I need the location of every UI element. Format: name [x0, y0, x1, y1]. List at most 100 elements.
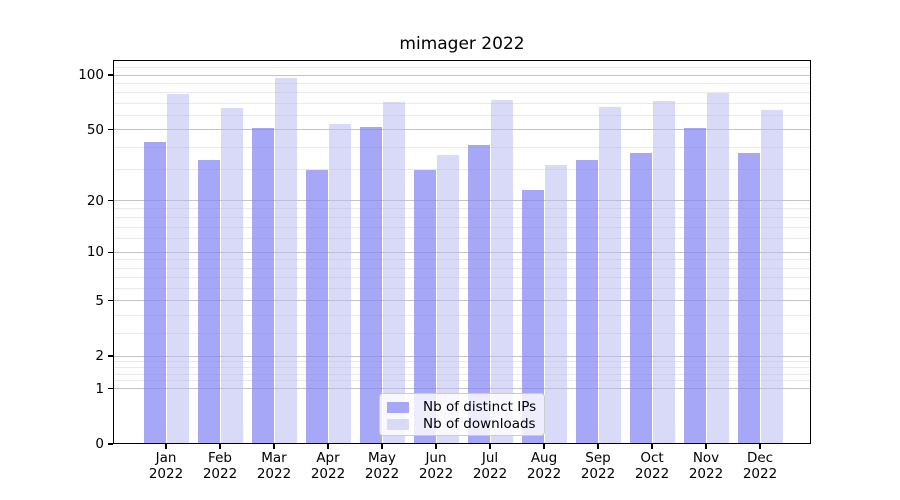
legend-swatch — [387, 418, 409, 430]
gridline-minor — [113, 114, 811, 116]
gridline-minor — [113, 277, 811, 279]
gridline-minor — [113, 208, 811, 210]
bar — [737, 153, 760, 444]
bar — [413, 169, 436, 444]
gridline-major — [113, 300, 811, 302]
legend-label: Nb of distinct IPs — [423, 399, 537, 415]
gridline-major — [113, 388, 811, 390]
x-tick — [381, 444, 383, 449]
x-tick-label: May 2022 — [350, 450, 414, 482]
gridline-minor — [113, 227, 811, 229]
x-tick-month: Feb — [208, 450, 232, 466]
x-tick-label: Oct 2022 — [620, 450, 684, 482]
bar — [598, 106, 621, 444]
bar — [166, 93, 189, 444]
legend-item: Nb of downloads — [387, 416, 544, 432]
x-tick — [543, 444, 545, 449]
gridline-minor — [113, 92, 811, 94]
y-tick — [108, 387, 113, 390]
y-tick-label: 10 — [86, 244, 104, 261]
y-tick — [108, 74, 113, 76]
chart-title: mimager 2022 — [399, 34, 525, 54]
bar — [328, 123, 351, 444]
bar — [544, 164, 567, 444]
legend-label: Nb of downloads — [423, 416, 536, 432]
x-tick-label: Apr 2022 — [296, 450, 360, 482]
y-tick-label: 1 — [95, 380, 104, 397]
bar — [143, 141, 166, 444]
legend-item: Nb of distinct IPs — [387, 399, 544, 415]
x-tick-month: Jun — [425, 450, 447, 466]
x-tick-year: 2022 — [202, 466, 238, 482]
bar — [305, 169, 328, 444]
x-tick — [327, 444, 329, 449]
x-tick-year: 2022 — [634, 466, 670, 482]
x-tick-label: Sep 2022 — [566, 450, 630, 482]
plot-area — [113, 60, 811, 444]
x-tick-year: 2022 — [688, 466, 724, 482]
bar — [683, 128, 706, 444]
x-tick-month: Apr — [316, 450, 340, 466]
bar — [197, 159, 220, 444]
bar — [575, 159, 598, 444]
gridline-minor — [113, 367, 811, 369]
x-tick-label: Jun 2022 — [404, 450, 468, 482]
y-tick-label: 100 — [78, 67, 104, 84]
x-tick — [219, 444, 221, 449]
x-tick-label: Mar 2022 — [242, 450, 306, 482]
gridline-minor — [113, 217, 811, 219]
x-tick-year: 2022 — [742, 466, 778, 482]
x-tick-label: Dec 2022 — [728, 450, 792, 482]
y-tick-label: 5 — [95, 292, 104, 309]
gridline-major — [113, 200, 811, 202]
gridline-major — [113, 74, 811, 76]
x-tick-month: Sep — [585, 450, 611, 466]
y-tick — [108, 251, 113, 254]
bar — [521, 189, 544, 444]
bar — [706, 92, 729, 444]
x-tick — [651, 444, 653, 449]
gridline-minor — [113, 287, 811, 289]
y-tick — [108, 443, 113, 445]
y-tick — [108, 355, 113, 357]
gridline-minor — [113, 380, 811, 382]
x-tick-month: Jan — [155, 450, 177, 466]
y-tick-label: 50 — [86, 121, 104, 138]
bar — [490, 99, 513, 444]
x-tick — [435, 444, 437, 449]
y-tick-label: 20 — [86, 192, 104, 209]
gridline-minor — [113, 314, 811, 316]
y-tick — [108, 300, 113, 302]
gridline-minor — [113, 67, 811, 69]
bar — [652, 101, 675, 444]
x-tick-year: 2022 — [526, 466, 562, 482]
bar — [467, 145, 490, 444]
gridline-minor — [113, 102, 811, 104]
x-tick-year: 2022 — [310, 466, 346, 482]
bar — [629, 153, 652, 444]
x-tick — [705, 444, 707, 449]
bar — [436, 155, 459, 444]
x-tick-year: 2022 — [148, 466, 184, 482]
x-tick-month: May — [368, 450, 396, 466]
x-tick-month: Nov — [692, 450, 720, 466]
x-tick-month: Oct — [640, 450, 664, 466]
x-tick — [165, 444, 167, 449]
gridline-minor — [113, 82, 811, 84]
x-tick-label: Jan 2022 — [134, 450, 198, 482]
gridline-major — [113, 355, 811, 357]
y-tick-label: 2 — [95, 348, 104, 365]
bar — [760, 110, 783, 444]
bar — [359, 126, 382, 444]
y-tick — [108, 199, 113, 202]
bar — [251, 128, 274, 444]
gridline-minor — [113, 361, 811, 363]
x-tick-month: Dec — [746, 450, 774, 466]
legend: Nb of distinct IPs Nb of downloads — [379, 393, 545, 436]
x-tick-year: 2022 — [364, 466, 400, 482]
gridline-minor — [113, 238, 811, 240]
x-tick-label: Jul 2022 — [458, 450, 522, 482]
bar — [274, 77, 297, 444]
legend-swatch — [387, 401, 409, 413]
